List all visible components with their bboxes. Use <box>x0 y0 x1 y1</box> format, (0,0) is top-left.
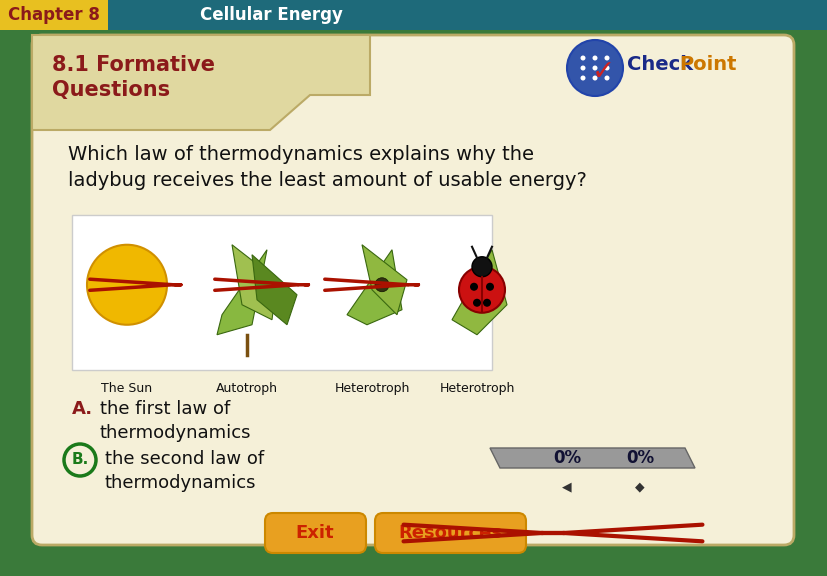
Polygon shape <box>32 35 370 130</box>
Circle shape <box>485 283 494 291</box>
Circle shape <box>472 299 480 307</box>
Circle shape <box>604 55 609 60</box>
Text: Exit: Exit <box>295 524 334 542</box>
Circle shape <box>566 40 622 96</box>
Circle shape <box>87 245 167 325</box>
Circle shape <box>471 257 491 276</box>
Polygon shape <box>361 245 407 314</box>
Text: Heterotroph: Heterotroph <box>439 382 514 395</box>
FancyBboxPatch shape <box>32 35 793 545</box>
Polygon shape <box>452 250 506 335</box>
Text: B.: B. <box>71 453 88 468</box>
Circle shape <box>580 66 585 70</box>
Text: the first law of
thermodynamics: the first law of thermodynamics <box>100 400 251 442</box>
Polygon shape <box>217 250 266 335</box>
FancyBboxPatch shape <box>265 513 366 553</box>
Circle shape <box>458 267 504 313</box>
Text: 0%: 0% <box>625 449 653 467</box>
Circle shape <box>592 66 597 70</box>
Circle shape <box>580 55 585 60</box>
Text: Heterotroph: Heterotroph <box>334 382 409 395</box>
FancyBboxPatch shape <box>375 513 525 553</box>
Circle shape <box>482 299 490 307</box>
Circle shape <box>604 75 609 81</box>
Text: Resources: Resources <box>398 524 501 542</box>
Text: The Sun: The Sun <box>102 382 152 395</box>
Polygon shape <box>232 245 277 320</box>
Text: Chapter 8: Chapter 8 <box>8 6 100 24</box>
Text: Cellular Energy: Cellular Energy <box>200 6 342 24</box>
Polygon shape <box>490 448 694 468</box>
Text: Which law of thermodynamics explains why the
ladybug receives the least amount o: Which law of thermodynamics explains why… <box>68 145 586 191</box>
Circle shape <box>604 66 609 70</box>
Text: A.: A. <box>72 400 93 418</box>
Polygon shape <box>108 0 827 30</box>
Polygon shape <box>0 0 827 30</box>
Circle shape <box>580 75 585 81</box>
Circle shape <box>470 283 477 291</box>
Polygon shape <box>347 250 402 325</box>
Text: Point: Point <box>678 55 735 74</box>
Text: the second law of
thermodynamics: the second law of thermodynamics <box>105 450 264 491</box>
Text: ◆: ◆ <box>634 480 644 493</box>
Polygon shape <box>251 255 297 325</box>
Text: ✓: ✓ <box>590 58 614 86</box>
Text: ◀: ◀ <box>562 480 571 493</box>
Circle shape <box>592 55 597 60</box>
Text: 8.1 Formative
Questions: 8.1 Formative Questions <box>52 55 215 100</box>
Text: Check: Check <box>626 55 692 74</box>
FancyBboxPatch shape <box>72 215 491 370</box>
Text: 0%: 0% <box>552 449 581 467</box>
Text: Autotroph: Autotroph <box>216 382 278 395</box>
Circle shape <box>592 75 597 81</box>
Circle shape <box>375 278 389 292</box>
